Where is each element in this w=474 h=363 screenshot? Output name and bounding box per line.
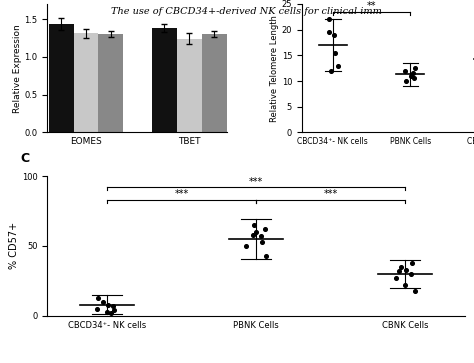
Point [93, 306, 101, 312]
Point [109, 303, 117, 309]
Bar [202, 34, 227, 132]
Y-axis label: % CD57+: % CD57+ [9, 223, 19, 269]
Point [408, 271, 415, 277]
Point [411, 288, 419, 294]
Text: **: ** [367, 1, 376, 11]
Text: ***: *** [323, 189, 337, 199]
Point [252, 229, 260, 235]
Bar [152, 28, 177, 132]
Text: C: C [20, 152, 29, 165]
Point [103, 309, 110, 314]
Y-axis label: Relative Expression: Relative Expression [13, 24, 22, 113]
Point [110, 307, 118, 313]
Point [261, 226, 269, 232]
Text: The use of CBCD34+-derived NK cells for clinical imm: The use of CBCD34+-derived NK cells for … [111, 7, 382, 16]
Point [250, 222, 257, 228]
Text: ***: *** [249, 176, 263, 187]
Bar [99, 34, 123, 132]
Point [330, 32, 337, 38]
Point [242, 243, 249, 249]
Point [105, 302, 112, 307]
Point [328, 68, 335, 74]
Point [409, 70, 416, 76]
Point [325, 16, 333, 22]
Point [401, 68, 409, 74]
Bar [48, 24, 73, 132]
Point [410, 76, 418, 81]
Point [392, 275, 400, 281]
Point [263, 253, 270, 258]
Point [334, 63, 341, 69]
Point [395, 268, 403, 274]
Point [397, 264, 404, 270]
Point [331, 50, 339, 56]
Point [257, 233, 265, 239]
Point [99, 299, 107, 305]
Text: ***: *** [174, 189, 189, 199]
Point [250, 232, 257, 238]
Point [107, 310, 114, 316]
Point [408, 73, 415, 79]
Point [325, 29, 333, 35]
Point [402, 267, 410, 273]
Point [411, 65, 419, 71]
Bar [177, 39, 202, 132]
Point [401, 78, 409, 84]
Point [401, 282, 409, 288]
Point [94, 295, 101, 301]
Point [258, 239, 265, 245]
Bar [73, 33, 99, 132]
Point [408, 260, 415, 266]
Y-axis label: Relative Telomere Length: Relative Telomere Length [270, 15, 279, 122]
